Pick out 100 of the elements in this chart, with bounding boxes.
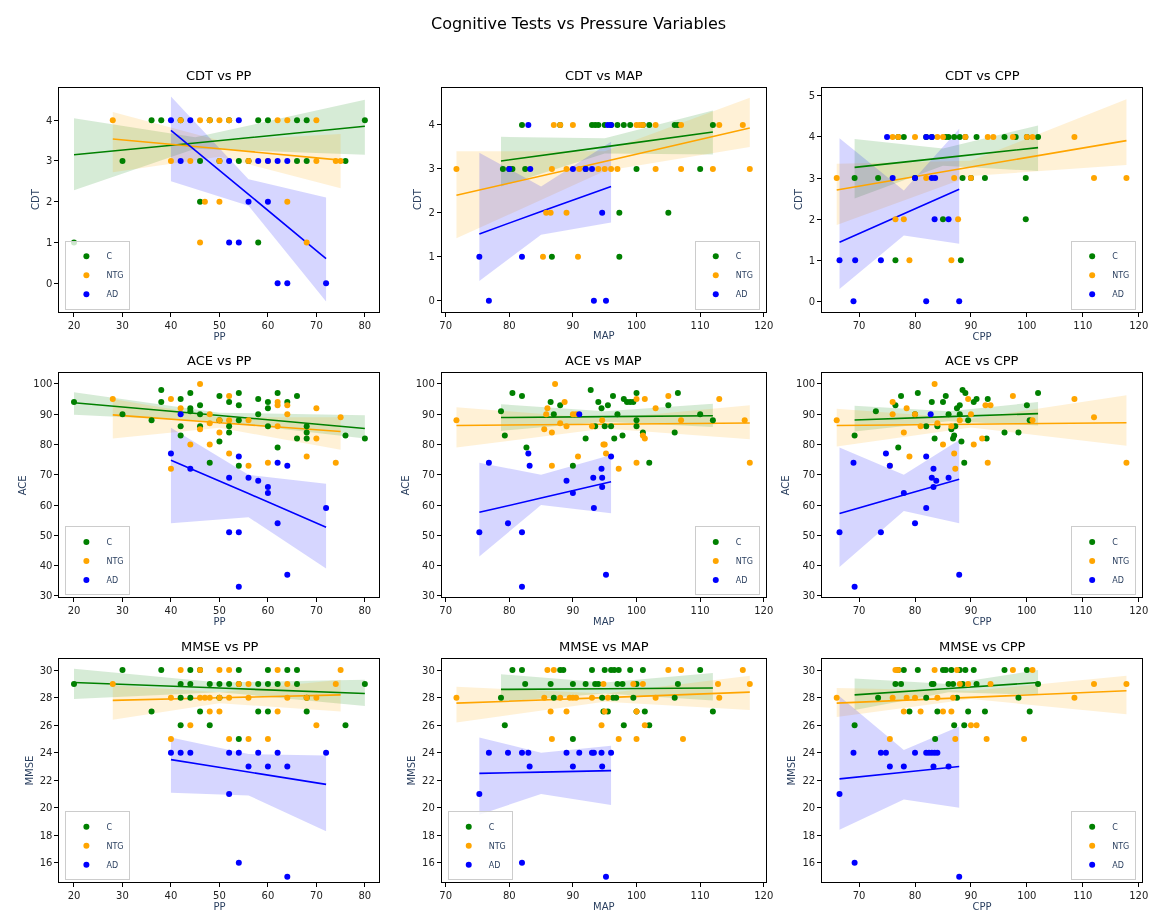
legend-label: NTG (106, 557, 124, 567)
y-tick-label: 18 (39, 829, 53, 841)
y-tick-label: 26 (802, 719, 816, 731)
x-tick-label: 90 (964, 605, 978, 617)
y-tick-label: 22 (802, 774, 816, 786)
legend-label: C (1112, 538, 1119, 548)
x-tick-label: 70 (310, 605, 323, 617)
x-tick-label: 70 (852, 890, 866, 902)
y-tick-label: 16 (39, 857, 53, 869)
x-tick-label: 80 (908, 890, 922, 902)
legend-label: C (106, 538, 113, 548)
chart-title: ACE vs MAP (565, 353, 642, 368)
y-tick-label: 0 (46, 277, 53, 289)
y-tick-label: 60 (39, 499, 53, 511)
x-tick-label: 20 (67, 890, 81, 902)
x-tick-label: 80 (502, 890, 516, 902)
y-tick-label: 16 (422, 857, 435, 869)
legend-label: C (106, 252, 113, 262)
x-axis-title: CPP (972, 901, 992, 913)
y-tick-label: 4 (46, 114, 53, 126)
legend-label: NTG (106, 271, 124, 281)
x-tick-label: 70 (310, 319, 323, 331)
legend-label: AD (106, 290, 119, 300)
y-axis-title: MMSE (23, 755, 35, 786)
y-tick-label: 20 (802, 802, 816, 814)
chart-title: CDT vs PP (186, 68, 252, 83)
y-tick-label: 50 (802, 529, 816, 541)
y-tick-label: 100 (415, 378, 435, 390)
x-tick-label: 120 (754, 319, 774, 331)
x-tick-label: 80 (358, 319, 372, 331)
y-axis-title: CDT (412, 188, 424, 211)
y-tick-label: 2 (808, 213, 816, 225)
x-tick-label: 50 (213, 605, 226, 617)
chart-title: CDT vs MAP (565, 68, 643, 83)
y-tick-label: 3 (808, 172, 816, 184)
y-axis-title: ACE (780, 475, 792, 496)
y-tick-label: 20 (422, 802, 435, 814)
x-tick-label: 110 (1073, 890, 1093, 902)
legend-label: C (488, 822, 495, 832)
x-tick-label: 120 (754, 605, 774, 617)
x-tick-label: 100 (1017, 319, 1037, 331)
legend-label: AD (106, 576, 119, 586)
chart-title: ACE vs PP (187, 353, 252, 368)
x-tick-label: 90 (566, 890, 580, 902)
x-tick-label: 80 (358, 890, 372, 902)
x-tick-label: 70 (439, 319, 452, 331)
chart-title: MMSE vs CPP (939, 639, 1026, 654)
x-tick-label: 110 (690, 890, 710, 902)
legend-label: C (106, 822, 113, 832)
x-tick-label: 120 (1129, 890, 1149, 902)
legend-label: NTG (106, 841, 124, 851)
y-tick-label: 60 (422, 499, 435, 511)
y-tick-label: 3 (46, 155, 53, 167)
x-tick-label: 110 (690, 605, 710, 617)
x-axis-title: PP (213, 330, 226, 342)
x-tick-label: 80 (358, 605, 372, 617)
y-tick-label: 70 (39, 469, 53, 481)
y-tick-label: 2 (46, 196, 53, 208)
y-tick-label: 18 (422, 829, 435, 841)
y-tick-label: 24 (422, 747, 435, 759)
x-tick-label: 20 (67, 319, 81, 331)
y-tick-label: 16 (802, 857, 816, 869)
y-tick-label: 18 (802, 829, 816, 841)
y-tick-label: 1 (428, 251, 435, 263)
y-tick-label: 24 (802, 747, 816, 759)
x-tick-label: 100 (626, 890, 647, 902)
chart-title: CDT vs CPP (945, 68, 1020, 83)
x-tick-label: 90 (964, 890, 978, 902)
y-tick-label: 4 (808, 131, 816, 143)
x-tick-label: 30 (116, 890, 129, 902)
y-tick-label: 80 (422, 439, 435, 450)
legend-label: C (1112, 822, 1119, 832)
x-tick-label: 110 (690, 319, 710, 331)
legend-label: NTG (735, 557, 753, 567)
y-tick-label: 2 (428, 207, 435, 219)
y-tick-label: 90 (39, 408, 53, 420)
y-tick-label: 4 (428, 119, 435, 131)
y-tick-label: 30 (802, 664, 816, 676)
x-tick-label: 70 (310, 890, 323, 902)
y-tick-label: 3 (428, 163, 435, 175)
y-tick-label: 5 (808, 90, 816, 102)
x-tick-label: 100 (1017, 605, 1037, 617)
y-tick-label: 22 (39, 774, 53, 786)
x-axis-title: PP (213, 901, 226, 913)
y-axis-title: ACE (17, 475, 29, 496)
legend-label: C (735, 538, 742, 548)
y-tick-label: 24 (39, 747, 53, 759)
legend-label: NTG (488, 841, 506, 851)
y-axis-title: MMSE (406, 755, 418, 786)
x-tick-label: 120 (754, 890, 774, 902)
legend-label: C (735, 252, 742, 262)
x-tick-label: 90 (566, 319, 580, 331)
legend-label: NTG (1112, 841, 1130, 851)
x-tick-label: 80 (908, 605, 922, 617)
y-tick-label: 28 (802, 692, 816, 704)
y-tick-label: 40 (802, 560, 816, 572)
x-axis-title: CPP (972, 330, 992, 342)
legend-label: AD (1112, 290, 1124, 300)
y-tick-label: 30 (39, 664, 53, 676)
y-tick-label: 1 (46, 236, 53, 248)
